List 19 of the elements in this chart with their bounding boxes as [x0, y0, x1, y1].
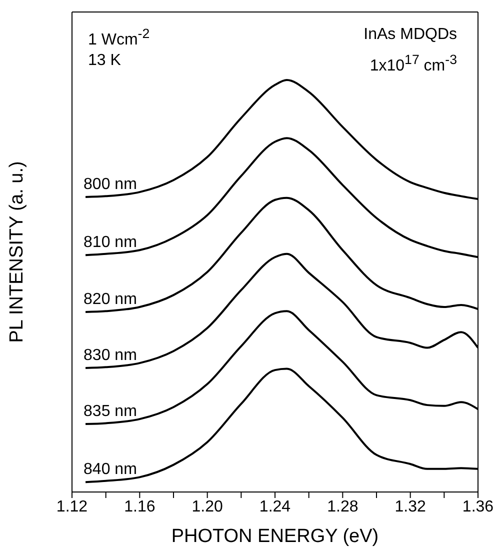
- series-label: 840 nm: [84, 461, 137, 478]
- x-tick-label: 1.28: [327, 498, 358, 516]
- text: 1 Wcm$^{-2}$: [88, 26, 150, 50]
- series-label: 810 nm: [84, 234, 137, 252]
- text: InAs MDQDs: [364, 26, 457, 44]
- series-label: 830 nm: [84, 346, 137, 364]
- series-label: 820 nm: [84, 290, 137, 308]
- series-label: 835 nm: [84, 403, 137, 420]
- series-label: 800 nm: [84, 176, 137, 193]
- x-tick-label: 1.12: [56, 498, 88, 516]
- x-tick-label: 1.16: [124, 498, 156, 516]
- x-axis-title: PHOTON ENERGY (eV): [171, 526, 379, 547]
- x-tick-label: 1.24: [259, 498, 291, 516]
- text: 1x10$^{17}$ cm$^{-3}$: [370, 52, 457, 76]
- x-tick-label: 1.32: [394, 498, 426, 516]
- x-tick-label: 1.36: [462, 498, 494, 516]
- x-tick-label: 1.20: [192, 498, 224, 516]
- text: 13 K: [88, 52, 121, 70]
- y-axis-title: PL INTENSITY (a. u.): [6, 161, 28, 343]
